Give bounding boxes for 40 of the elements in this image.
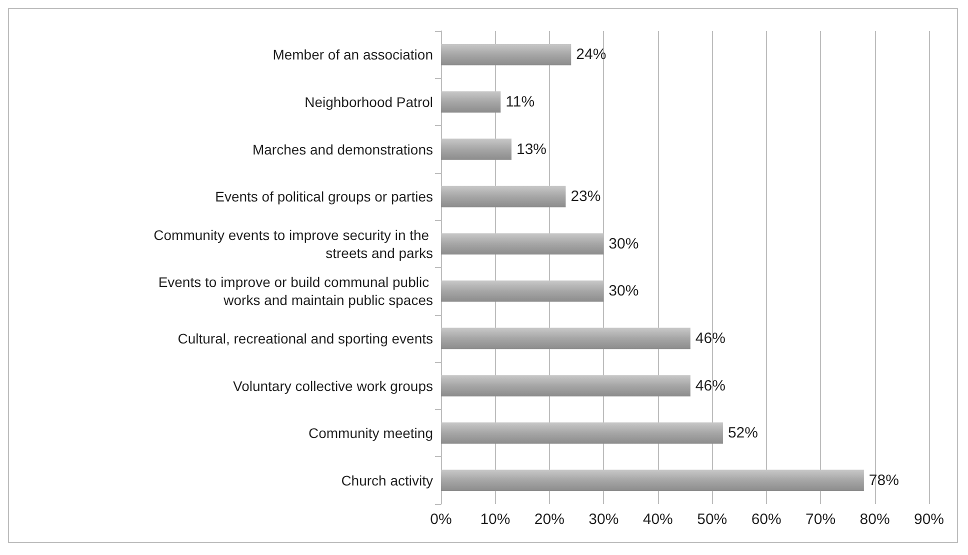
- x-tick-label: 70%: [806, 511, 836, 528]
- y-tick-label: Church activity: [341, 472, 433, 488]
- y-tick-label: Events of political groups or parties: [215, 188, 433, 205]
- data-label: 30%: [608, 282, 639, 300]
- bar: [441, 138, 512, 160]
- bar: [441, 375, 690, 396]
- x-tick-label: 90%: [914, 511, 944, 528]
- data-label: 52%: [728, 424, 758, 442]
- data-label: 78%: [868, 472, 899, 489]
- data-label: 23%: [570, 188, 601, 206]
- y-tick-label: Cultural, recreational and sporting events: [178, 330, 433, 346]
- y-tick-label: Marches and demonstrations: [252, 141, 433, 158]
- x-tick-label: 40%: [642, 511, 673, 528]
- y-tick-label: Member of an association: [272, 46, 433, 63]
- x-tick-label: 80%: [860, 511, 890, 528]
- data-label: 30%: [608, 235, 639, 252]
- data-label: 13%: [516, 140, 547, 158]
- x-tick-label: 50%: [697, 511, 728, 528]
- data-label: 11%: [506, 93, 535, 110]
- y-tick-label: Community meeting: [308, 425, 433, 442]
- y-tick-label: Voluntary collective work groups: [233, 378, 433, 394]
- bar: [441, 233, 604, 254]
- bar: [441, 44, 572, 66]
- x-tick-label: 20%: [534, 511, 564, 528]
- y-tick-label: Neighborhood Patrol: [304, 94, 433, 110]
- y-tick-label: Events to improve or build communal public works and maintain public spaces: [158, 274, 433, 308]
- x-tick-label: 30%: [588, 511, 619, 528]
- data-label: 46%: [695, 377, 726, 394]
- x-tick-label: 0%: [430, 511, 452, 528]
- data-label: 46%: [695, 330, 726, 347]
- x-tick-label: 10%: [480, 511, 510, 528]
- bar: [441, 422, 723, 444]
- x-tick-label: 60%: [751, 511, 782, 528]
- data-label: 24%: [576, 46, 606, 64]
- bar: [441, 280, 604, 302]
- bar: [441, 328, 690, 350]
- bar: [441, 91, 501, 113]
- bar: [441, 470, 864, 491]
- y-tick-label: Community events to improve security in the streets and parks: [154, 226, 433, 261]
- bar: [441, 186, 566, 208]
